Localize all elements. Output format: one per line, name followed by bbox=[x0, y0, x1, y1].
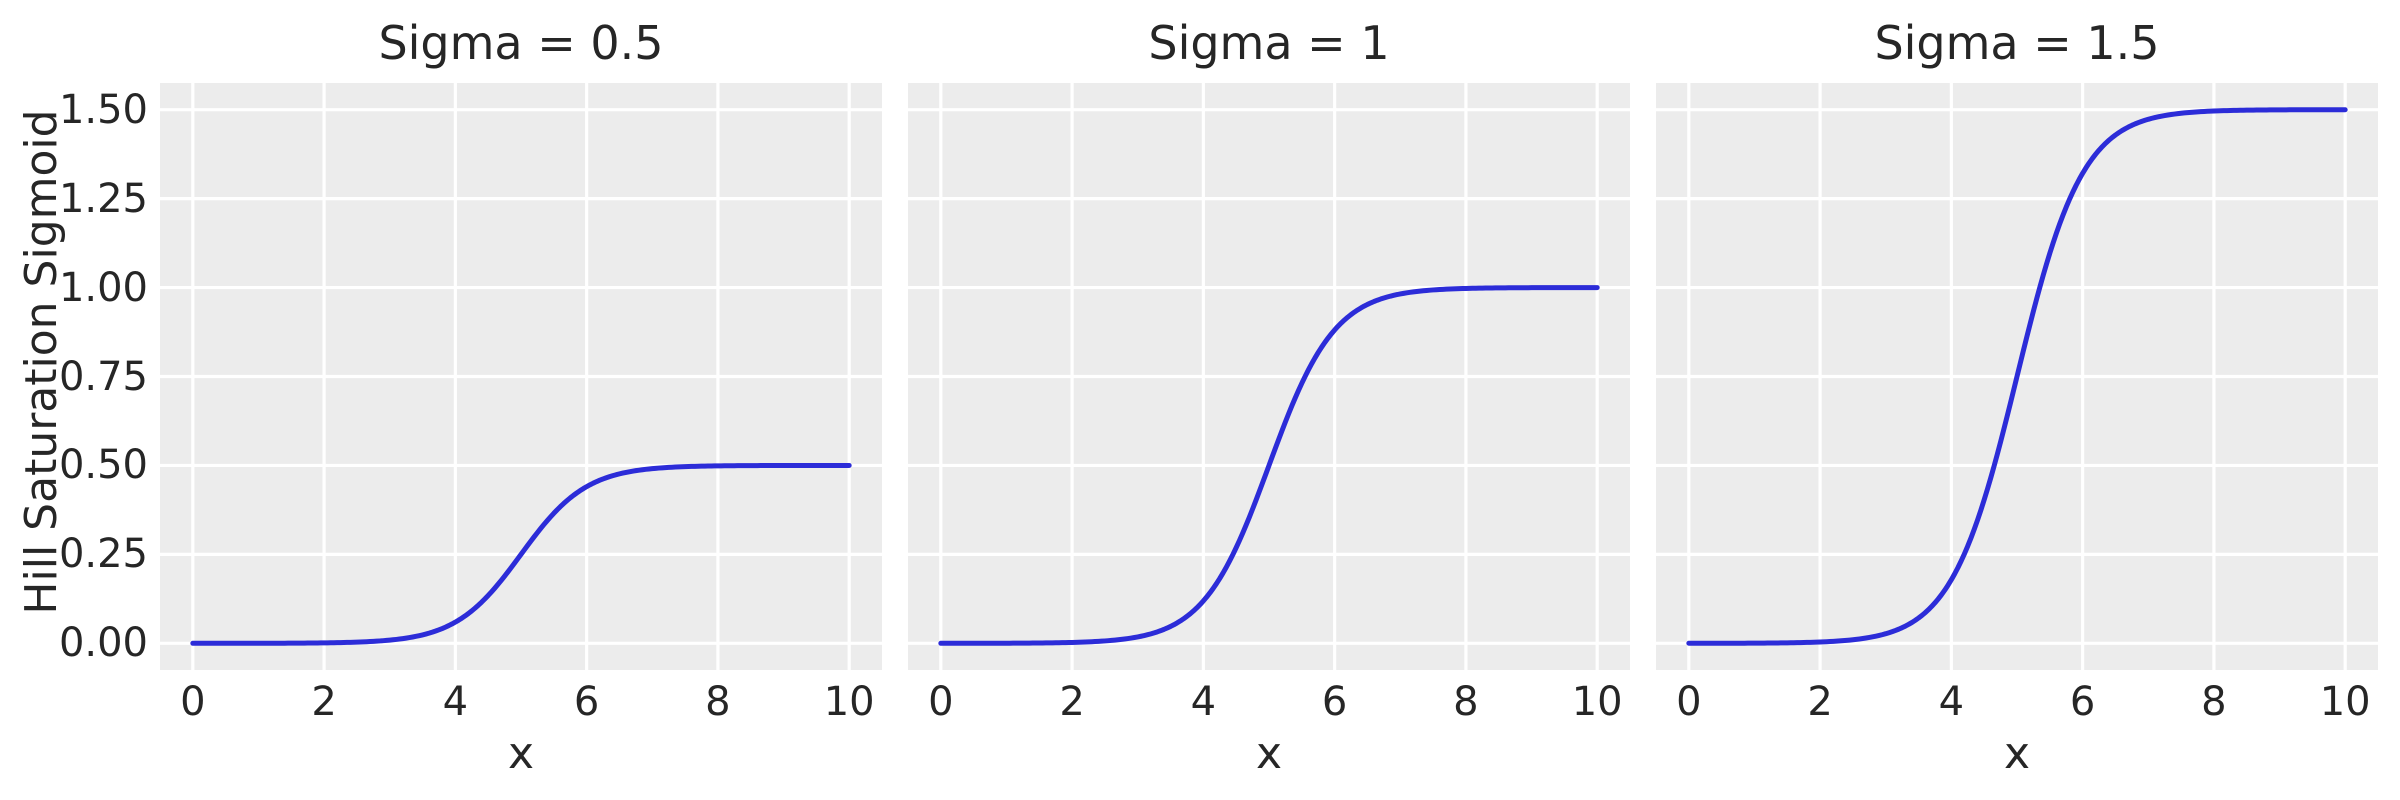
x-tick-label: 6 bbox=[2069, 679, 2096, 725]
subplot-title: Sigma = 0.5 bbox=[378, 16, 664, 70]
x-tick-label: 2 bbox=[1807, 679, 1833, 725]
x-tick-label: 2 bbox=[311, 679, 337, 725]
x-tick-label: 4 bbox=[1190, 679, 1217, 725]
y-tick-label: 1.25 bbox=[58, 175, 148, 222]
x-tick-label: 4 bbox=[1938, 679, 1965, 725]
x-tick-label: 0 bbox=[1676, 679, 1702, 725]
x-tick-label: 8 bbox=[1453, 679, 1479, 725]
x-tick-label: 10 bbox=[2319, 679, 2371, 725]
sigmoid-curve bbox=[938, 285, 1600, 646]
subplot-sigma-1: Sigma = 1 0 2 4 6 8 10 x bbox=[908, 0, 1630, 800]
x-tick-label: 2 bbox=[1059, 679, 1085, 725]
x-tick-row-1: 0 2 4 6 8 10 bbox=[160, 678, 882, 728]
y-tick-label: 0.00 bbox=[58, 620, 148, 667]
x-tick-label: 4 bbox=[442, 679, 469, 725]
plot-svg-2 bbox=[908, 83, 1630, 670]
x-tick-label: 6 bbox=[1321, 679, 1348, 725]
y-tick-label: 0.25 bbox=[58, 531, 148, 578]
x-tick-label: 0 bbox=[180, 679, 206, 725]
x-tick-label: 8 bbox=[705, 679, 731, 725]
x-axis-label: x bbox=[2003, 728, 2031, 779]
x-tick-row-3: 0 2 4 6 8 10 bbox=[1656, 678, 2378, 728]
x-tick-label: 6 bbox=[573, 679, 600, 725]
subplot-title: Sigma = 1 bbox=[1148, 16, 1390, 70]
plot-svg-3 bbox=[1656, 83, 2378, 670]
x-axis-label: x bbox=[507, 728, 535, 779]
subplot-sigma-0.5: Sigma = 0.5 0 2 4 6 8 10 x bbox=[160, 0, 882, 800]
subplot-sigma-1.5: Sigma = 1.5 0 2 4 6 8 10 x bbox=[1656, 0, 2378, 800]
x-axis-label: x bbox=[1255, 728, 1283, 779]
y-tick-label: 0.50 bbox=[58, 442, 148, 489]
x-tick-row-2: 0 2 4 6 8 10 bbox=[908, 678, 1630, 728]
subplot-title: Sigma = 1.5 bbox=[1874, 16, 2160, 70]
y-tick-label: 1.00 bbox=[58, 264, 148, 311]
plot-svg-1 bbox=[160, 83, 882, 670]
sigmoid-curve bbox=[1686, 107, 2348, 646]
x-tick-label: 10 bbox=[1571, 679, 1623, 725]
x-tick-label: 0 bbox=[928, 679, 954, 725]
x-tick-label: 10 bbox=[823, 679, 875, 725]
x-tick-label: 8 bbox=[2201, 679, 2227, 725]
y-tick-label: 0.75 bbox=[58, 353, 148, 400]
sigmoid-curve bbox=[190, 462, 852, 646]
y-tick-label: 1.50 bbox=[58, 86, 148, 133]
